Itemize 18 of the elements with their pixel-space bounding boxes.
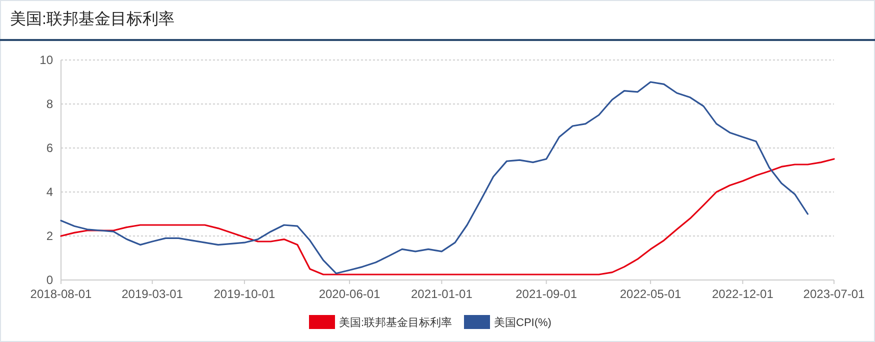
x-tick-label: 2019-03-01 (122, 287, 184, 301)
x-tick-label: 2020-06-01 (318, 287, 381, 301)
x-tick-label: 2018-08-01 (30, 287, 92, 301)
x-tick-label: 2023-07-01 (803, 287, 866, 301)
x-tick-label: 2021-01-01 (410, 287, 473, 301)
y-tick-label: 10 (40, 53, 54, 67)
chart-title: 美国:联邦基金目标利率 (10, 10, 174, 28)
y-tick-label: 0 (46, 273, 54, 287)
x-tick-label: 2019-10-01 (214, 287, 276, 301)
x-tick-label: 2022-05-01 (620, 287, 682, 301)
legend-label: 美国CPI(%) (494, 316, 552, 329)
y-tick-label: 4 (46, 185, 54, 199)
y-tick-label: 8 (46, 97, 54, 111)
legend-label: 美国:联邦基金目标利率 (339, 316, 452, 329)
y-tick-label: 6 (46, 141, 54, 155)
x-tick-label: 2022-12-01 (712, 287, 774, 301)
x-tick-label: 2021-09-01 (516, 287, 578, 301)
y-tick-label: 2 (46, 229, 54, 243)
